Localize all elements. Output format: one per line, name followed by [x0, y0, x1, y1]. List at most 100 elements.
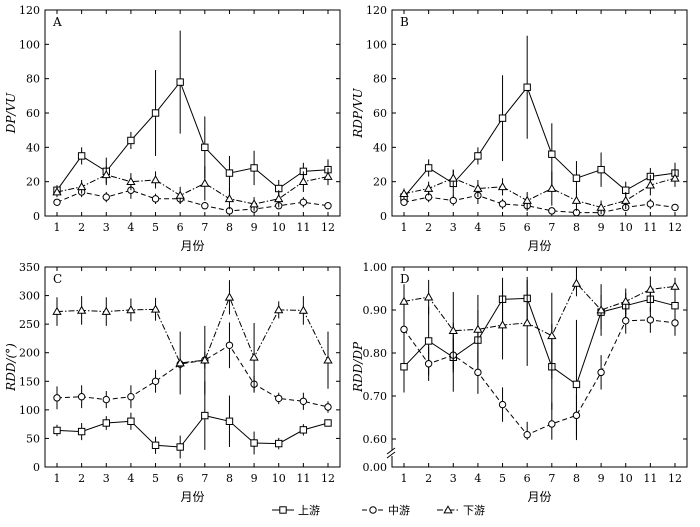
series-circle — [53, 322, 332, 413]
data-point — [249, 199, 259, 208]
data-point — [201, 202, 209, 210]
data-point — [596, 202, 606, 211]
series-triangle — [52, 166, 333, 211]
x-tick-label: 11 — [296, 221, 310, 234]
panel-d: 0.000.600.700.800.901.001 2 3 4 5 6 7 8 9 10 11 12D… — [351, 261, 688, 504]
y-tick-label: 60 — [373, 107, 387, 120]
legend: 上游 中游 下游 — [272, 504, 485, 517]
x-tick-label: 3 — [450, 221, 457, 234]
legend-label: 下游 — [463, 504, 485, 517]
legend-label: 上游 — [298, 504, 320, 517]
x-tick-label: 2 — [78, 221, 85, 234]
series-triangle — [52, 280, 333, 395]
data-point — [548, 150, 556, 158]
x-axis-label: 月份 — [180, 490, 204, 504]
x-tick-label: 6 — [177, 221, 184, 234]
series-line — [403, 297, 676, 386]
x-tick-label: 9 — [251, 472, 258, 485]
data-point — [150, 175, 161, 184]
data-point — [670, 281, 680, 290]
x-tick-label: 4 — [474, 472, 481, 485]
plot-frame — [44, 266, 341, 468]
data-point — [225, 341, 234, 349]
data-point — [150, 304, 161, 313]
data-point — [102, 419, 110, 427]
series-line — [56, 174, 329, 205]
data-point — [597, 165, 605, 174]
data-point — [175, 190, 185, 199]
x-tick-label: 8 — [226, 221, 233, 234]
data-point — [275, 394, 283, 403]
data-point — [274, 305, 284, 314]
x-tick-label: 1 — [54, 221, 61, 234]
x-tick-label: 11 — [643, 221, 657, 234]
data-point — [497, 182, 508, 191]
data-point — [400, 325, 408, 334]
data-point — [671, 203, 679, 212]
data-point — [473, 183, 483, 192]
series-circle — [53, 181, 332, 215]
data-point — [522, 195, 532, 204]
y-tick-label: 0 — [33, 210, 40, 223]
data-point — [77, 427, 86, 436]
x-tick-label: 10 — [272, 472, 286, 485]
data-point — [597, 368, 605, 377]
data-point — [299, 397, 308, 405]
series-triangle — [399, 169, 680, 215]
data-point — [176, 78, 184, 86]
x-tick-label: 9 — [598, 472, 605, 485]
y-tick-label: 40 — [373, 141, 387, 154]
x-tick-label: 6 — [524, 472, 531, 485]
y-tick-label: 80 — [26, 73, 40, 86]
data-point — [474, 368, 482, 377]
x-tick-label: 5 — [499, 472, 506, 485]
x-tick-label: 5 — [499, 221, 506, 234]
data-point — [201, 411, 209, 420]
x-tick-label: 6 — [524, 221, 531, 234]
data-point — [250, 164, 258, 172]
x-tick-label: 2 — [425, 221, 432, 234]
data-point — [151, 441, 160, 449]
x-tick-label: 7 — [548, 472, 555, 485]
data-point — [127, 136, 135, 145]
data-point — [127, 393, 135, 401]
data-point — [324, 202, 332, 210]
data-point — [52, 306, 62, 315]
x-tick-label: 3 — [103, 472, 110, 485]
y-axis-label: RDP/VU — [351, 87, 365, 138]
data-point — [101, 306, 111, 315]
y-tick-label: 50 — [26, 432, 40, 445]
x-axis-label: 月份 — [527, 239, 551, 253]
series-circle — [400, 186, 679, 217]
x-tick-label: 5 — [152, 472, 159, 485]
data-point — [572, 174, 581, 182]
data-point — [474, 152, 482, 160]
data-point — [298, 305, 309, 314]
data-point — [275, 439, 283, 448]
series-circle — [400, 306, 679, 440]
data-point — [645, 180, 656, 189]
data-point — [201, 143, 209, 152]
data-point — [548, 420, 556, 428]
data-point — [324, 419, 332, 427]
data-point — [77, 393, 86, 401]
y-axis-label: RDD/(°) — [4, 343, 18, 392]
data-point — [399, 296, 409, 305]
data-point — [621, 296, 631, 305]
x-tick-label: 1 — [401, 472, 408, 485]
data-point — [299, 426, 308, 434]
series-line — [56, 81, 329, 191]
axis-break-mark — [386, 447, 396, 455]
x-tick-label: 12 — [321, 472, 335, 485]
x-tick-label: 1 — [54, 472, 61, 485]
data-point — [596, 305, 606, 314]
data-point — [176, 443, 184, 451]
data-point — [522, 318, 532, 327]
series-square — [400, 35, 679, 203]
x-tick-label: 6 — [177, 472, 184, 485]
y-tick-label: 100 — [19, 404, 40, 417]
y-tick-label: 60 — [26, 107, 40, 120]
y-tick-label: 100 — [366, 38, 387, 51]
